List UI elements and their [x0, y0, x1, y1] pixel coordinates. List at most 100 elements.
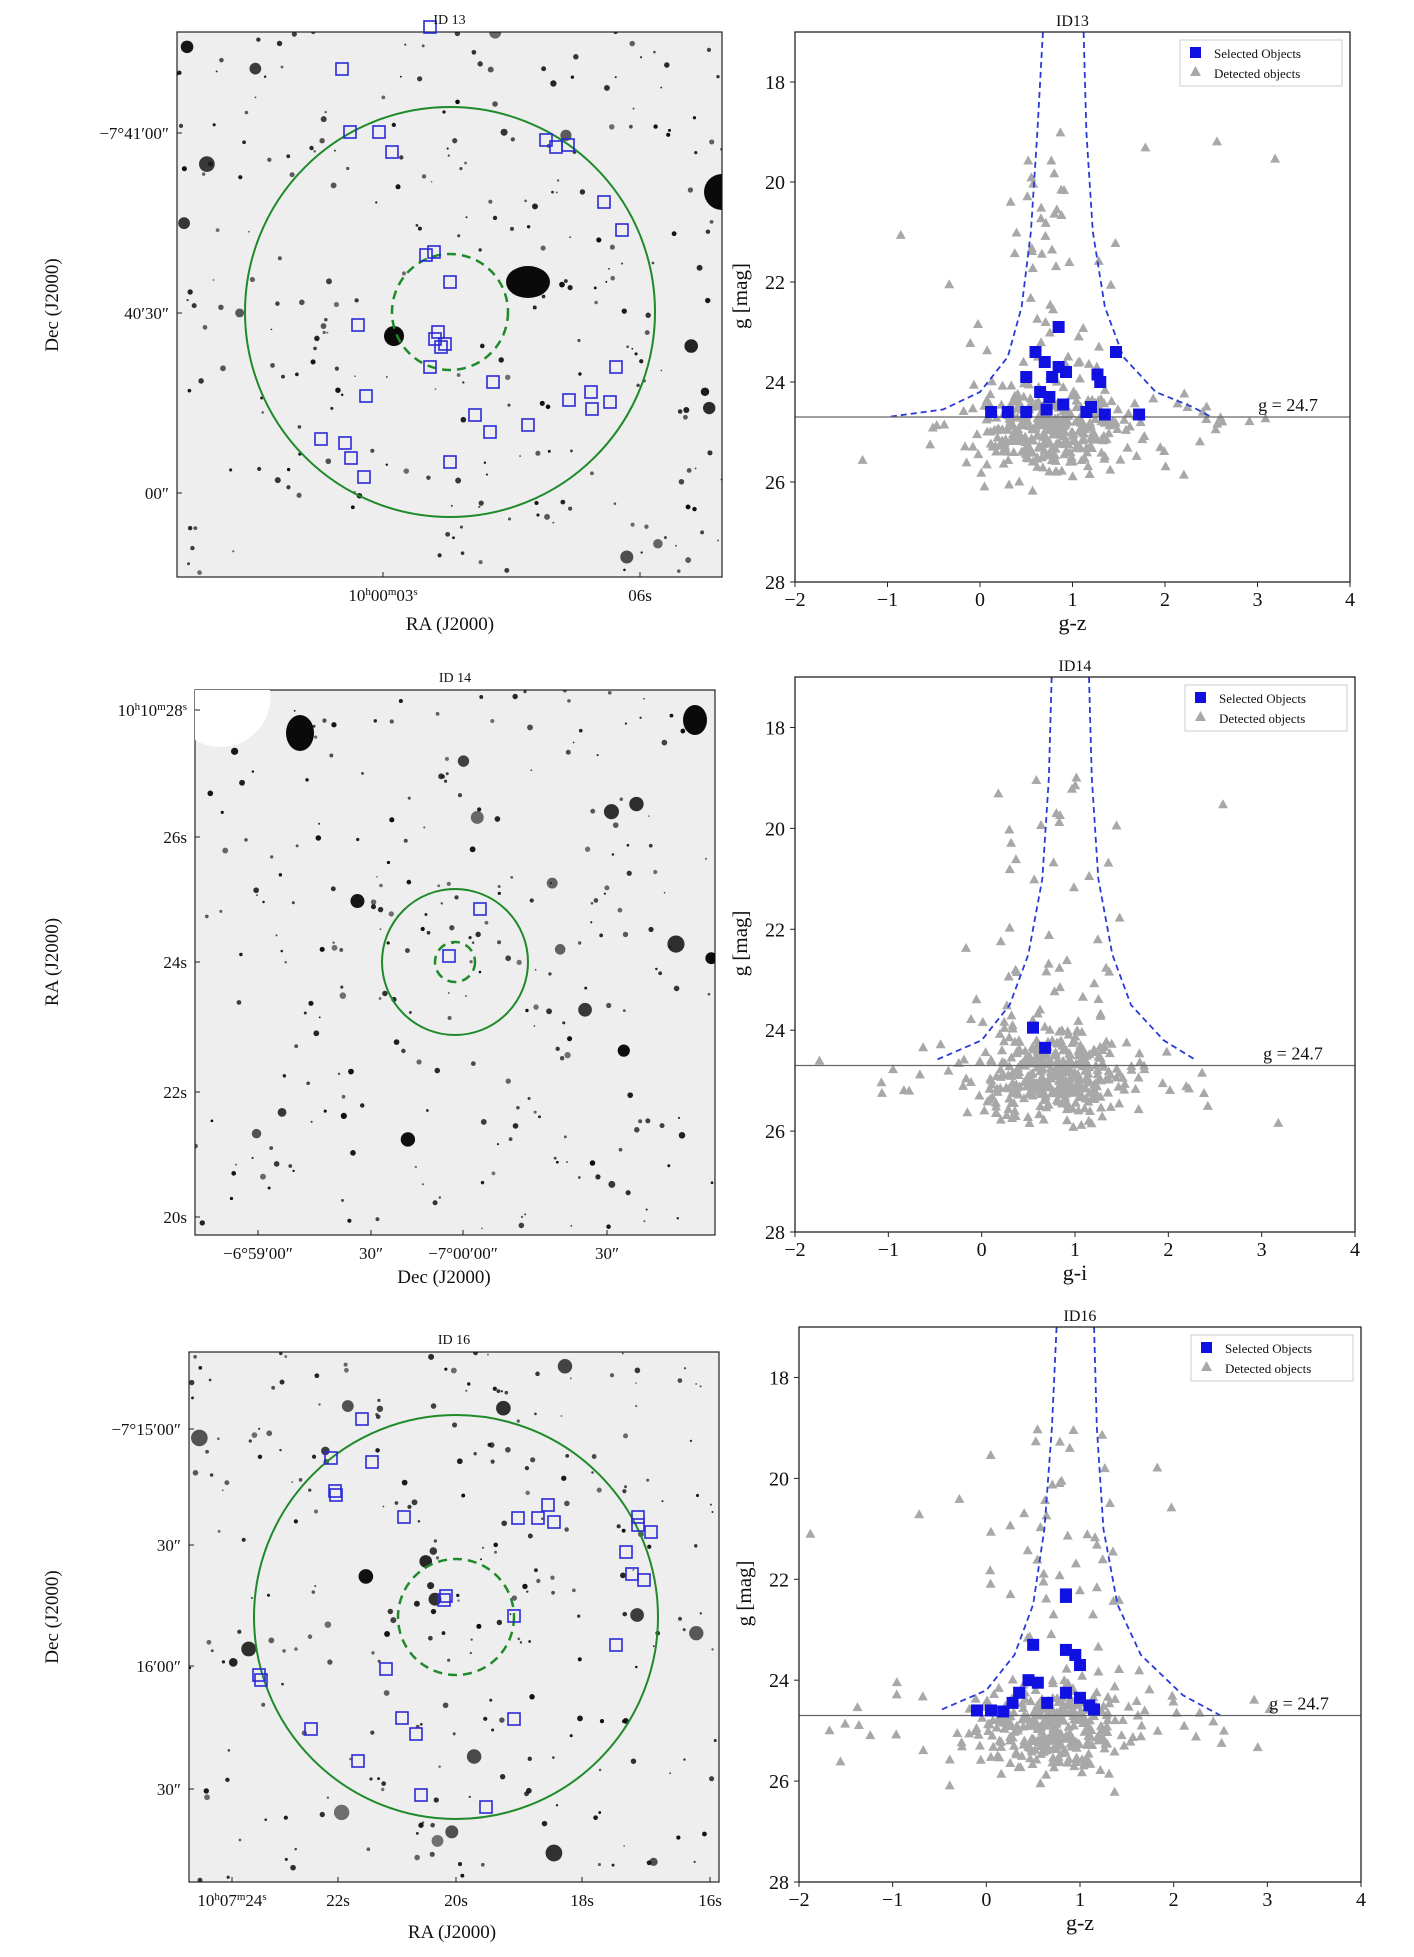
source — [480, 1862, 485, 1867]
detected-point — [1044, 1024, 1055, 1034]
source — [478, 505, 481, 509]
source — [313, 149, 317, 153]
source — [261, 1702, 266, 1707]
source — [380, 1787, 385, 1792]
detected-point — [1031, 1754, 1042, 1764]
source — [552, 1756, 555, 1759]
source — [577, 1657, 582, 1662]
source — [220, 365, 226, 372]
source — [399, 155, 404, 160]
detected-point — [1068, 1121, 1079, 1131]
selected-source-box — [479, 1800, 493, 1814]
detected-point — [1038, 438, 1049, 448]
detected-point — [1041, 1593, 1052, 1603]
detected-point — [1031, 774, 1042, 784]
detected-point — [979, 1105, 990, 1115]
source — [189, 1666, 192, 1670]
source — [526, 1787, 532, 1794]
detected-point — [1044, 1709, 1055, 1719]
y-tick-label: 26s — [163, 828, 187, 847]
source — [331, 722, 337, 728]
source — [648, 843, 653, 848]
source — [227, 1749, 231, 1752]
detected-point — [1264, 1704, 1275, 1714]
selection-envelope-right — [1088, 677, 1197, 1062]
source — [707, 450, 713, 456]
source — [291, 1481, 294, 1484]
source — [677, 1378, 683, 1383]
source — [340, 1112, 347, 1119]
detected-point — [1003, 1104, 1014, 1114]
detected-point — [995, 1071, 1006, 1081]
source — [442, 1702, 449, 1709]
detected-point — [1073, 1015, 1084, 1025]
detected-point — [1043, 436, 1054, 446]
selected-point — [1059, 1590, 1072, 1603]
detected-point — [1070, 1709, 1081, 1719]
source — [375, 1217, 380, 1222]
detected-point — [996, 438, 1007, 448]
source — [684, 339, 699, 353]
detected-point — [1164, 1085, 1175, 1095]
source — [475, 931, 481, 938]
selected-source-box — [547, 1515, 561, 1529]
source — [560, 499, 566, 505]
detected-point — [1056, 1088, 1067, 1098]
detected-point — [1028, 1735, 1039, 1745]
detected-point — [1007, 1674, 1018, 1684]
y-axis-label: Dec (J2000) — [42, 1570, 63, 1663]
source — [370, 904, 377, 910]
detected-point — [1039, 1021, 1050, 1031]
detected-point — [1212, 418, 1223, 428]
source — [318, 822, 321, 825]
detected-point — [1051, 1744, 1062, 1754]
detected-point — [1075, 417, 1086, 427]
detected-point — [1084, 1075, 1095, 1085]
detected-point — [1035, 213, 1046, 223]
source — [416, 1059, 422, 1065]
source — [267, 1186, 271, 1190]
detected-point — [1063, 1753, 1074, 1763]
detected-point — [998, 1036, 1009, 1046]
x-tick-label: 30″ — [359, 1244, 383, 1263]
detected-point — [918, 1745, 929, 1755]
detected-point — [991, 446, 1002, 456]
y-tick-label: 40′30″ — [124, 304, 169, 323]
detected-point — [1018, 415, 1029, 425]
x-tick-label: −1 — [878, 1239, 899, 1261]
inner-aperture-circle — [390, 252, 510, 372]
source — [496, 1142, 500, 1146]
detected-point — [1194, 1707, 1205, 1717]
source — [595, 1174, 601, 1180]
source — [535, 1371, 540, 1377]
selected-source-box — [395, 1711, 409, 1725]
detected-point — [986, 1079, 997, 1089]
source — [669, 713, 674, 718]
source — [452, 536, 455, 540]
source — [284, 1355, 288, 1358]
source — [281, 374, 285, 379]
detected-point — [1133, 1104, 1144, 1114]
source — [388, 911, 394, 917]
detected-point — [1036, 337, 1047, 347]
detected-point — [1201, 401, 1212, 411]
detected-point — [987, 1715, 998, 1725]
source — [366, 1847, 371, 1852]
detected-point — [1058, 1715, 1069, 1725]
source — [461, 1493, 466, 1498]
source — [711, 1511, 714, 1514]
detected-point — [1096, 393, 1107, 403]
source — [358, 1569, 374, 1584]
detected-point — [1056, 210, 1067, 220]
detected-point — [1041, 1510, 1052, 1520]
source — [203, 1788, 209, 1794]
detected-point — [1044, 327, 1055, 337]
selected-point — [985, 406, 998, 418]
source — [343, 1362, 348, 1367]
outer-aperture-circle — [244, 106, 656, 518]
source — [535, 450, 541, 456]
source — [608, 1180, 616, 1188]
selected-source-box — [397, 1510, 411, 1524]
source — [578, 372, 582, 376]
